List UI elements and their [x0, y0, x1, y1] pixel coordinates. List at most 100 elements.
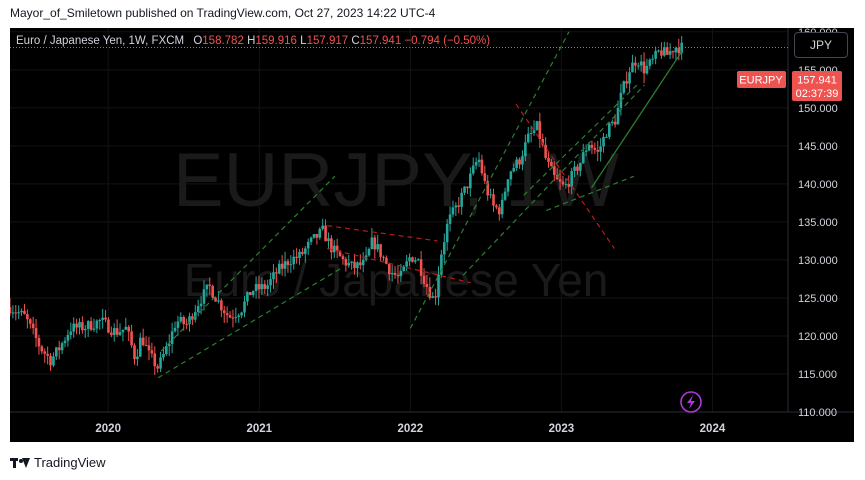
currency-button[interactable]: JPY: [794, 32, 848, 58]
candle-body: [89, 321, 93, 330]
candle-body: [634, 62, 637, 66]
candle-body: [469, 173, 472, 189]
candle-body: [645, 65, 649, 74]
candle-body: [193, 312, 197, 320]
candle-body: [17, 312, 20, 314]
candle-body: [628, 72, 631, 84]
candlestick-chart[interactable]: EURJPY, 1W Euro / Japanese Yen 110.000 11…: [10, 28, 854, 442]
lightning-icon[interactable]: [680, 391, 702, 413]
candle-body: [506, 179, 510, 192]
y-tick-label: 115.000: [798, 369, 837, 381]
candle-body: [405, 261, 408, 267]
candle-body: [639, 61, 643, 66]
candle-body: [246, 292, 249, 302]
candle-body: [159, 357, 162, 369]
candle-body: [110, 332, 113, 335]
candle-body: [289, 264, 293, 266]
candle-body: [10, 307, 12, 314]
candle-body: [416, 259, 420, 261]
candle-body: [442, 242, 446, 255]
candle-body: [138, 337, 142, 357]
candle-body: [561, 181, 565, 185]
candle-body: [576, 166, 579, 171]
candle-body: [306, 241, 310, 249]
candle-body: [214, 297, 217, 302]
candle-body: [272, 272, 275, 280]
candle-body: [567, 183, 571, 187]
candle-body: [347, 262, 351, 266]
candle-body: [480, 159, 484, 174]
candle-body: [665, 47, 669, 55]
candle-body: [112, 328, 116, 335]
candle-body: [573, 166, 576, 171]
candle-body: [625, 81, 628, 84]
candle-body: [338, 250, 342, 257]
candle-body: [552, 166, 556, 176]
candle-body: [121, 329, 125, 333]
candle-body: [130, 331, 133, 346]
publisher-header: Mayor_of_Smiletown published on TradingV…: [10, 6, 436, 20]
candle-body: [593, 147, 597, 150]
candle-body: [292, 256, 296, 265]
candle-body: [83, 328, 87, 331]
candle-body: [448, 214, 452, 224]
candle-body: [26, 314, 29, 320]
y-tick-label: 140.000: [798, 179, 838, 191]
candle-body: [11, 312, 15, 314]
candle-body: [512, 167, 516, 172]
candle-body: [170, 331, 174, 344]
candle-body: [150, 350, 154, 354]
chart-panel[interactable]: EURJPY, 1W Euro / Japanese Yen 110.000 11…: [10, 28, 854, 442]
candle-body: [434, 296, 437, 298]
price-tag[interactable]: EURJPY 157.941 02:37:39: [737, 71, 842, 101]
price-tag-price: 157.941: [797, 75, 837, 87]
candle-body: [526, 133, 530, 143]
trendline-green: [409, 31, 570, 329]
candle-body: [642, 61, 646, 74]
candle-body: [495, 205, 498, 208]
candle-body: [81, 322, 84, 331]
candle-body: [188, 316, 191, 325]
candle-body: [63, 340, 67, 344]
candle-body: [500, 199, 504, 215]
candle-body: [327, 238, 330, 242]
candle-body: [52, 356, 55, 366]
trendline-red: [515, 103, 615, 249]
y-tick-label: 125.000: [798, 293, 838, 305]
candle-body: [486, 180, 490, 196]
candle-body: [162, 353, 165, 358]
candle-body: [396, 274, 400, 277]
candle-body: [286, 261, 290, 265]
candle-body: [280, 263, 284, 269]
legend-low-label: L: [300, 35, 307, 47]
candle-body: [564, 183, 568, 185]
candle-body: [532, 129, 536, 134]
candle-body: [167, 343, 171, 347]
legend-close-label: C: [351, 35, 360, 47]
candle-body: [202, 289, 206, 304]
legend-open-value: 158.782: [202, 35, 244, 47]
trendline-green: [591, 50, 683, 189]
candle-body: [309, 237, 313, 242]
candle-body: [370, 237, 374, 249]
candle-body: [115, 328, 119, 335]
candle-body: [23, 310, 26, 315]
x-tick-label: 2022: [398, 423, 424, 435]
tradingview-logo-icon: [10, 457, 30, 469]
candle-body: [182, 316, 186, 325]
footer-brand: TradingView: [34, 455, 106, 470]
candle-body: [622, 81, 626, 93]
candle-body: [20, 310, 23, 313]
candle-body: [584, 150, 588, 153]
candle-body: [599, 146, 602, 152]
candle-body: [49, 355, 52, 366]
y-tick-label: 110.000: [798, 407, 837, 419]
candle-body: [602, 136, 605, 147]
candle-body: [550, 161, 553, 167]
candle-body: [211, 285, 214, 298]
candle-body: [237, 315, 241, 317]
candle-body: [225, 313, 229, 316]
candle-body: [196, 306, 200, 313]
candle-body: [631, 62, 634, 73]
footer-logo[interactable]: TradingView: [10, 455, 106, 470]
